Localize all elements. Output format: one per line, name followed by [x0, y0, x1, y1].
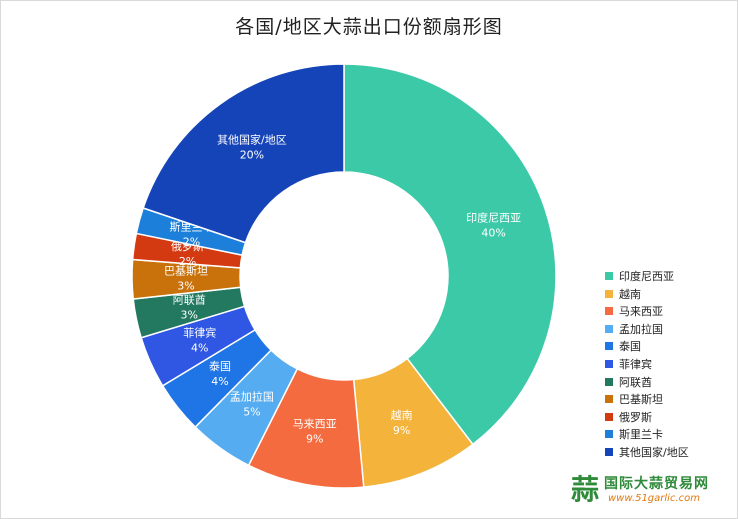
- legend-label-2: 马来西亚: [619, 305, 663, 319]
- slice-label-7: 巴基斯坦: [164, 263, 208, 277]
- site-logo: 蒜 国际大蒜贸易网 www.51garlic.com: [570, 472, 730, 512]
- legend-item-5: 菲律宾: [605, 356, 735, 374]
- legend-swatch-9: [605, 430, 613, 439]
- legend-item-3: 孟加拉国: [605, 321, 735, 339]
- slice-value-8: 2%: [179, 255, 196, 268]
- slice-0: [343, 63, 557, 446]
- legend-swatch-4: [605, 342, 613, 351]
- legend-item-4: 泰国: [605, 338, 735, 356]
- legend-swatch-7: [605, 395, 613, 404]
- legend-label-5: 菲律宾: [619, 357, 652, 371]
- legend-label-8: 俄罗斯: [619, 410, 652, 424]
- legend-item-10: 其他国家/地区: [605, 444, 735, 462]
- legend-label-3: 孟加拉国: [619, 322, 663, 336]
- slice-value-5: 4%: [191, 341, 208, 354]
- legend-label-7: 巴基斯坦: [619, 393, 663, 407]
- legend-item-1: 越南: [605, 286, 735, 304]
- chart-title: 各国/地区大蒜出口份额扇形图: [235, 16, 503, 38]
- legend-swatch-1: [605, 289, 613, 298]
- legend-label-4: 泰国: [619, 340, 641, 354]
- slice-value-1: 9%: [393, 424, 410, 437]
- legend-swatch-2: [605, 307, 613, 316]
- logo-site-url: www.51garlic.com: [608, 493, 700, 504]
- slice-label-5: 菲律宾: [183, 325, 216, 339]
- legend-swatch-5: [605, 359, 613, 368]
- slice-label-0: 印度尼西亚: [466, 210, 521, 224]
- slice-value-7: 3%: [177, 279, 194, 292]
- legend-label-10: 其他国家/地区: [619, 445, 689, 459]
- slice-value-3: 5%: [243, 405, 260, 418]
- slice-value-10: 20%: [240, 149, 264, 162]
- slice-value-0: 40%: [481, 226, 505, 239]
- logo-site-name: 国际大蒜贸易网: [604, 476, 709, 492]
- legend-label-0: 印度尼西亚: [619, 270, 674, 283]
- legend-item-9: 斯里兰卡: [605, 426, 735, 444]
- slice-label-6: 阿联酋: [173, 293, 206, 307]
- legend-label-9: 斯里兰卡: [619, 428, 663, 442]
- slice-label-2: 马来西亚: [293, 417, 337, 430]
- legend-swatch-3: [605, 324, 613, 333]
- garlic-logo-icon: 蒜: [570, 473, 599, 506]
- legend-swatch-10: [605, 447, 613, 456]
- legend-item-8: 俄罗斯: [605, 409, 735, 427]
- legend-swatch-0: [605, 272, 613, 280]
- slice-value-2: 9%: [306, 432, 323, 445]
- legend-item-0: 印度尼西亚: [605, 268, 735, 286]
- slice-label-1: 越南: [391, 408, 413, 422]
- slice-value-6: 3%: [180, 309, 197, 322]
- slice-10: [142, 63, 345, 244]
- slice-label-4: 泰国: [209, 359, 231, 373]
- slice-label-3: 孟加拉国: [230, 389, 274, 403]
- legend-item-7: 巴基斯坦: [605, 391, 735, 409]
- chart-legend: 印度尼西亚越南马来西亚孟加拉国泰国菲律宾阿联酋巴基斯坦俄罗斯斯里兰卡其他国家/地…: [605, 268, 735, 462]
- legend-label-1: 越南: [619, 287, 641, 301]
- legend-item-2: 马来西亚: [605, 303, 735, 321]
- slice-value-9: 2%: [183, 236, 200, 249]
- legend-item-6: 阿联酋: [605, 374, 735, 392]
- legend-swatch-6: [605, 377, 613, 386]
- slice-value-4: 4%: [211, 375, 228, 388]
- legend-swatch-8: [605, 412, 613, 421]
- legend-label-6: 阿联酋: [619, 375, 652, 389]
- slice-label-10: 其他国家/地区: [217, 133, 287, 147]
